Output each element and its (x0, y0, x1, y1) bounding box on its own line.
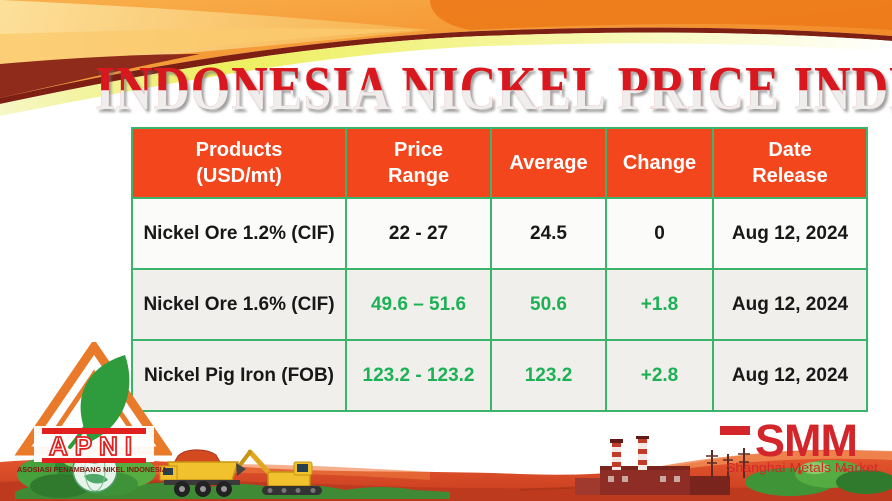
apni-logo: APNI ASOSIASI PENAMBANG NIKEL INDONESIA (14, 342, 172, 474)
table-row: Nickel Ore 1.6% (CIF) 49.6 – 51.6 50.6 +… (131, 268, 868, 341)
header-average: Average (490, 127, 607, 199)
table-row: Nickel Pig Iron (FOB) 123.2 - 123.2 123.… (131, 339, 868, 412)
cell-change: +1.8 (605, 268, 714, 341)
cell-average: 50.6 (490, 268, 607, 341)
cell-price-range: 22 - 27 (345, 197, 492, 270)
dump-truck-icon (159, 449, 240, 497)
foliage-icon (745, 460, 892, 496)
header-change: Change (605, 127, 714, 199)
cell-date: Aug 12, 2024 (712, 268, 868, 341)
top-swoosh-banner (0, 0, 892, 116)
apni-caption: ASOSIASI PENAMBANG NIKEL INDONESIA (17, 465, 167, 474)
page-title: INDONESIA NICKEL PRICE INDEX INDONESIA N… (0, 58, 892, 120)
table-row: Nickel Ore 1.2% (CIF) 22 - 27 24.5 0 Aug… (131, 197, 868, 270)
cell-product: Nickel Ore 1.6% (CIF) (131, 268, 347, 341)
cell-price-range: 49.6 – 51.6 (345, 268, 492, 341)
cell-date: Aug 12, 2024 (712, 197, 868, 270)
header-price-range: Price Range (345, 127, 492, 199)
cell-product: Nickel Ore 1.2% (CIF) (131, 197, 347, 270)
cell-change: +2.8 (605, 339, 714, 412)
cell-date: Aug 12, 2024 (712, 339, 868, 412)
mining-scene-illustration (0, 436, 892, 501)
smm-logo-icon (720, 426, 750, 435)
page-title-text: INDONESIA NICKEL PRICE INDEX (95, 55, 892, 123)
excavator-icon (236, 449, 322, 495)
cell-product: Nickel Pig Iron (FOB) (131, 339, 347, 412)
cell-average: 24.5 (490, 197, 607, 270)
header-date-release: Date Release (712, 127, 868, 199)
cell-average: 123.2 (490, 339, 607, 412)
factory-icon (575, 436, 750, 495)
smm-logo: SMM Shanghai Metals Market (720, 415, 878, 475)
mountain-leaf-logo-icon (14, 342, 172, 463)
price-table: Products (USD/mt) Price Range Average Ch… (131, 127, 868, 412)
smm-caption: Shanghai Metals Market (726, 460, 878, 475)
smm-acronym: SMM (755, 415, 857, 466)
header-products: Products (USD/mt) (131, 127, 347, 199)
cell-price-range: 123.2 - 123.2 (345, 339, 492, 412)
table-header-row: Products (USD/mt) Price Range Average Ch… (131, 127, 868, 199)
apni-acronym: APNI (49, 431, 139, 461)
cell-change: 0 (605, 197, 714, 270)
